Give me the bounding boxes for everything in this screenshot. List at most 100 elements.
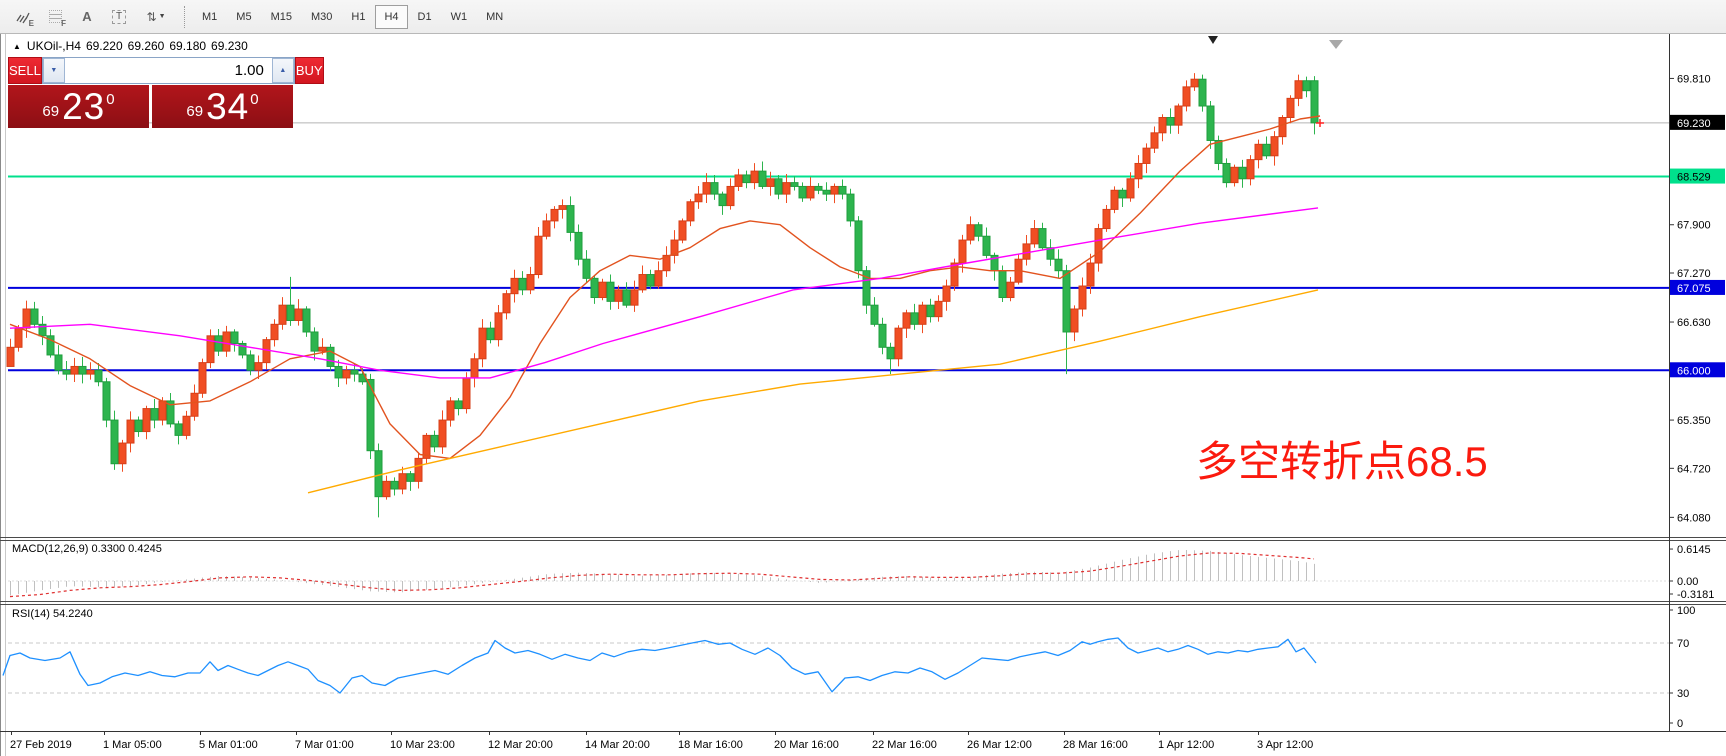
timeframe-button-W1[interactable]: W1 <box>450 10 468 23</box>
time-tick-label: 27 Feb 2019 <box>10 739 72 751</box>
price-badge <box>1670 362 1725 378</box>
buy-button[interactable]: BUY <box>294 57 324 84</box>
candle-body <box>1062 270 1071 333</box>
time-tick-label: 7 Mar 01:00 <box>295 739 354 751</box>
one-click-trading-panel: SELL ▼ ▲ BUY 69 23 0 69 34 0 <box>8 57 324 128</box>
price-badge-label: 68.529 <box>1677 172 1711 184</box>
candle-body <box>966 224 975 241</box>
candles <box>6 73 1319 518</box>
candle-body <box>534 235 543 276</box>
timeframe-button-M5[interactable]: M5 <box>236 10 252 23</box>
letter-t-glyph: T <box>112 9 126 24</box>
slow-ma <box>307 289 1319 494</box>
timeframe-button-H1[interactable]: H1 <box>351 10 366 23</box>
candle-body <box>382 480 391 498</box>
candle-body <box>510 277 519 295</box>
chart-frame <box>0 34 1726 732</box>
candle-body <box>542 220 551 237</box>
candle-body <box>678 220 687 241</box>
chart-title: ▲ UKOil-,H4 69.220 69.260 69.180 69.230 <box>13 39 253 53</box>
candle-body <box>150 408 159 421</box>
chart-expert-icon[interactable]: E <box>8 4 38 30</box>
candle-body <box>1046 247 1055 260</box>
candle-body <box>662 254 671 272</box>
candle-body <box>1238 166 1247 180</box>
toolbar: E F A T ⇅ ▼ M1 M5 M15 M30 H1 H4 D1 W1 MN <box>0 0 1726 34</box>
volume-decrease-button[interactable]: ▼ <box>42 58 65 83</box>
time-tick-label: 3 Apr 12:00 <box>1257 739 1313 751</box>
candle-body <box>926 304 935 318</box>
candle-body <box>486 327 495 341</box>
candle-body <box>22 308 31 329</box>
candle-body <box>1278 117 1287 138</box>
candle-body <box>62 369 71 375</box>
candle-body <box>278 304 287 325</box>
price-tick-label: 67.270 <box>1677 268 1711 280</box>
candle-body <box>1262 143 1271 157</box>
candle-body <box>1158 117 1167 134</box>
sell-price-panel[interactable]: 69 23 0 <box>8 85 149 128</box>
label-a-icon[interactable]: A <box>72 4 102 30</box>
candle-body <box>214 335 223 352</box>
candle-body <box>126 419 135 444</box>
candle-body <box>998 270 1007 299</box>
candle-body <box>686 201 695 222</box>
candle-body <box>1142 147 1151 164</box>
mini-chart-icon <box>16 12 30 23</box>
candle-body <box>622 289 631 306</box>
candle-body <box>310 331 319 352</box>
candle-body <box>1270 136 1279 157</box>
candle-body <box>1094 228 1103 264</box>
time-tick-label: 12 Mar 20:00 <box>488 739 553 751</box>
candle-body <box>702 182 711 195</box>
rsi-tick-label: 0 <box>1677 718 1683 730</box>
collapse-panel-icon[interactable]: ▲ <box>13 41 21 51</box>
candle-body <box>606 281 615 302</box>
timeframe-button-M15[interactable]: M15 <box>270 10 292 23</box>
candle-body <box>654 270 663 287</box>
candle-body <box>1150 132 1159 149</box>
price-tick-label: 67.900 <box>1677 220 1711 232</box>
timeframe-button-M30[interactable]: M30 <box>310 10 333 23</box>
sort-arrows-icon[interactable]: ⇅ ▼ <box>136 4 176 30</box>
candle-body <box>1006 281 1015 299</box>
timeframe-button-D1[interactable]: D1 <box>417 10 432 23</box>
rsi-tick-label: 30 <box>1677 688 1689 700</box>
candle-body <box>710 182 719 195</box>
candle-body <box>670 239 679 256</box>
buy-price-panel[interactable]: 69 34 0 <box>152 85 293 128</box>
candle-body <box>974 224 983 237</box>
symbol-label: UKOil-,H4 <box>26 39 81 53</box>
candle-body <box>438 419 447 448</box>
rsi-label: RSI(14) 54.2240 <box>12 608 93 620</box>
candle-body <box>726 185 735 207</box>
candle-body <box>1198 78 1207 107</box>
candle-body <box>374 450 383 498</box>
volume-increase-button[interactable]: ▲ <box>271 58 294 83</box>
rsi-line <box>2 637 1317 694</box>
sell-button[interactable]: SELL <box>8 57 42 84</box>
medium-ma <box>9 207 1319 379</box>
candle-body <box>206 335 215 364</box>
price-badge-label: 69.230 <box>1677 118 1711 130</box>
timeframe-button-H4[interactable]: H4 <box>375 4 408 29</box>
candle-body <box>118 442 127 465</box>
grid-f-icon[interactable]: F <box>40 4 70 30</box>
candle-body <box>750 170 759 184</box>
price-tick-label: 69.810 <box>1677 73 1711 85</box>
candle-body <box>846 193 855 222</box>
timeframe-button-MN[interactable]: MN <box>486 10 504 23</box>
candle-body <box>878 323 887 348</box>
candle-body <box>6 346 15 367</box>
volume-input[interactable] <box>64 58 272 83</box>
candle-body <box>958 239 967 264</box>
horizontal-lines <box>8 122 1669 372</box>
textbox-t-icon[interactable]: T <box>104 4 134 30</box>
candle-body <box>1214 139 1223 164</box>
timeframe-button-M1[interactable]: M1 <box>202 10 218 23</box>
candle-body <box>646 274 655 287</box>
buy-price-whole: 69 <box>186 103 204 120</box>
volume-stepper: ▼ ▲ <box>41 57 295 84</box>
candle-body <box>734 174 743 187</box>
